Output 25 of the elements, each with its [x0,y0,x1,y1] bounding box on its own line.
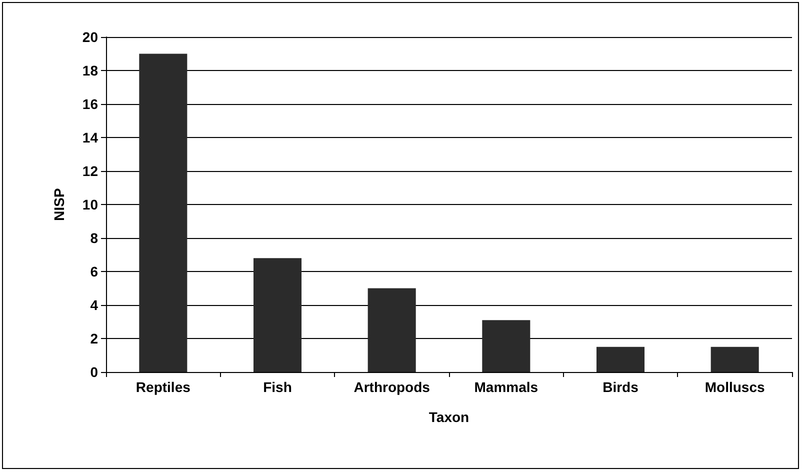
y-tick-label: 16 [82,96,98,112]
x-tick-label: Reptiles [136,379,191,395]
x-axis-title: Taxon [428,409,470,425]
y-tick-label: 14 [82,130,98,146]
y-axis-title: NISP [51,188,67,221]
y-tick-label: 2 [90,330,98,346]
x-tick-label: Arthropods [354,379,430,395]
y-tick-label: 10 [82,196,98,212]
bar [596,346,645,372]
x-tick-label: Mammals [474,379,538,395]
y-tick-label: 6 [90,264,98,280]
y-tick-label: 20 [82,29,98,45]
bar [368,288,416,372]
x-tick-label: Fish [263,379,292,395]
x-tick-label: Molluscs [704,379,765,395]
bar [253,258,302,372]
bar [710,346,759,372]
bar [139,54,188,372]
bar [482,320,530,372]
y-tick-label: 12 [82,163,98,179]
y-tick-label: 8 [90,230,98,246]
y-tick-label: 4 [90,297,98,313]
y-tick-label: 18 [82,62,98,78]
x-tick-label: Birds [602,379,639,395]
y-tick-label: 0 [90,364,98,380]
